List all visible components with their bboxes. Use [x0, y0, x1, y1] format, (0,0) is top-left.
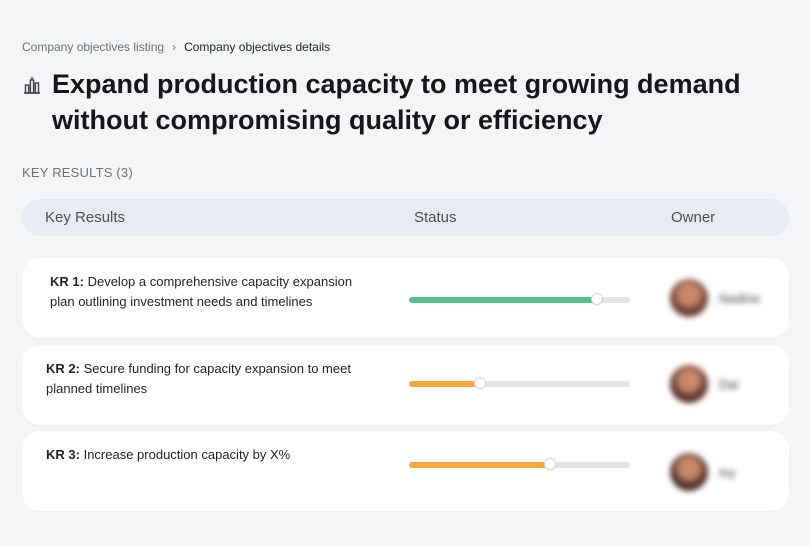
- owner-name: Dai: [719, 377, 739, 392]
- key-result-text: KR 1: Develop a comprehensive capacity e…: [50, 272, 375, 312]
- owner-name: Ivy: [719, 465, 736, 480]
- progress-handle[interactable]: [545, 459, 556, 469]
- progress-bar: [409, 378, 630, 388]
- progress-fill: [409, 462, 551, 468]
- key-result-code: KR 1:: [50, 274, 84, 289]
- key-result-description: Develop a comprehensive capacity expansi…: [50, 274, 353, 309]
- building-chart-icon: [24, 77, 40, 94]
- owner-name: Nadine: [719, 291, 761, 306]
- progress-bar: [409, 294, 630, 304]
- column-header-owner: Owner: [671, 209, 716, 226]
- breadcrumb-current: Company objectives details: [184, 40, 331, 54]
- key-result-description: Increase production capacity by X%: [83, 447, 291, 462]
- progress-fill: [409, 381, 480, 387]
- page-title: Expand production capacity to meet growi…: [52, 69, 741, 135]
- column-header-key-results: Key Results: [45, 209, 126, 226]
- key-results-section-label: KEY RESULTS (3): [22, 165, 133, 180]
- key-result-text: KR 3: Increase production capacity by X%: [46, 445, 371, 465]
- chevron-right-icon: ›: [172, 40, 177, 54]
- progress-handle[interactable]: [474, 378, 485, 388]
- key-result-text: KR 2: Secure funding for capacity expans…: [46, 359, 371, 399]
- breadcrumb: Company objectives listing › Company obj…: [22, 40, 330, 54]
- avatar: [670, 365, 708, 403]
- key-result-row[interactable]: KR 2: Secure funding for capacity expans…: [22, 345, 789, 425]
- progress-bar: [409, 459, 630, 469]
- progress-handle[interactable]: [591, 294, 602, 304]
- progress-fill: [409, 297, 597, 303]
- key-result-description: Secure funding for capacity expansion to…: [46, 361, 351, 396]
- objective-header: Expand production capacity to meet growi…: [22, 66, 782, 138]
- key-result-code: KR 3:: [46, 447, 80, 462]
- avatar: [670, 453, 708, 491]
- avatar: [670, 279, 708, 317]
- key-result-code: KR 2:: [46, 361, 80, 376]
- key-result-row[interactable]: KR 3: Increase production capacity by X%…: [22, 431, 789, 511]
- breadcrumb-parent-link[interactable]: Company objectives listing: [22, 40, 165, 54]
- key-result-row[interactable]: KR 1: Develop a comprehensive capacity e…: [22, 258, 789, 338]
- table-header: Key Results Status Owner: [22, 199, 789, 236]
- column-header-status: Status: [414, 209, 457, 226]
